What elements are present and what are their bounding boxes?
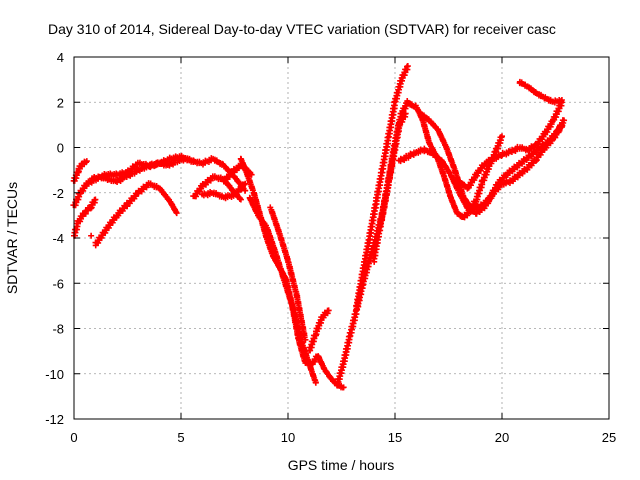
x-tick-label: 10 xyxy=(281,430,295,445)
series-3 xyxy=(71,196,99,239)
y-tick-label: 2 xyxy=(57,95,64,110)
data-point xyxy=(312,379,319,386)
data-point xyxy=(242,180,249,187)
data-point xyxy=(242,187,249,194)
series-7 xyxy=(199,180,249,202)
x-axis-label: GPS time / hours xyxy=(288,457,395,473)
series-4 xyxy=(92,180,180,249)
data-point xyxy=(241,181,248,188)
data-point xyxy=(340,384,347,391)
data-point xyxy=(88,232,95,239)
series-20 xyxy=(516,78,565,106)
series-12 xyxy=(306,307,332,354)
data-point xyxy=(404,63,411,70)
series-10 xyxy=(246,194,319,386)
series-21 xyxy=(88,232,95,239)
x-tick-label: 20 xyxy=(495,430,509,445)
data-point xyxy=(237,196,244,203)
data-point xyxy=(402,110,409,117)
y-tick-label: -6 xyxy=(52,276,64,291)
x-tick-label: 0 xyxy=(70,430,77,445)
data-point xyxy=(173,210,180,217)
y-tick-label: 0 xyxy=(57,141,64,156)
y-tick-label: 4 xyxy=(57,50,64,65)
y-tick-label: -4 xyxy=(52,231,64,246)
data-point xyxy=(557,97,564,104)
y-tick-label: -2 xyxy=(52,186,64,201)
x-tick-label: 15 xyxy=(388,430,402,445)
x-tick-label: 25 xyxy=(602,430,616,445)
x-tick-label: 5 xyxy=(177,430,184,445)
data-points xyxy=(70,63,568,391)
series-11 xyxy=(267,204,309,343)
y-tick-label: -8 xyxy=(52,322,64,337)
data-point xyxy=(302,336,309,343)
y-axis-label: SDTVAR / TECUs xyxy=(4,182,20,294)
series-19 xyxy=(456,99,565,192)
data-point xyxy=(325,307,332,314)
data-point xyxy=(92,196,99,203)
data-point xyxy=(190,158,197,165)
data-point xyxy=(83,158,90,165)
axis-ticks: 0 5 10 15 20 25 -12 -10 -8 -6 -4 -2 0 2 4 xyxy=(45,50,616,445)
chart-title: Day 310 of 2014, Sidereal Day-to-day VTE… xyxy=(48,21,556,37)
data-point xyxy=(561,117,568,124)
series-5 xyxy=(88,155,197,186)
series-15 xyxy=(370,110,409,265)
y-tick-label: -10 xyxy=(45,367,64,382)
y-tick-label: -12 xyxy=(45,412,64,427)
data-point xyxy=(558,96,565,103)
series-14 xyxy=(353,63,411,312)
data-point xyxy=(499,133,505,140)
